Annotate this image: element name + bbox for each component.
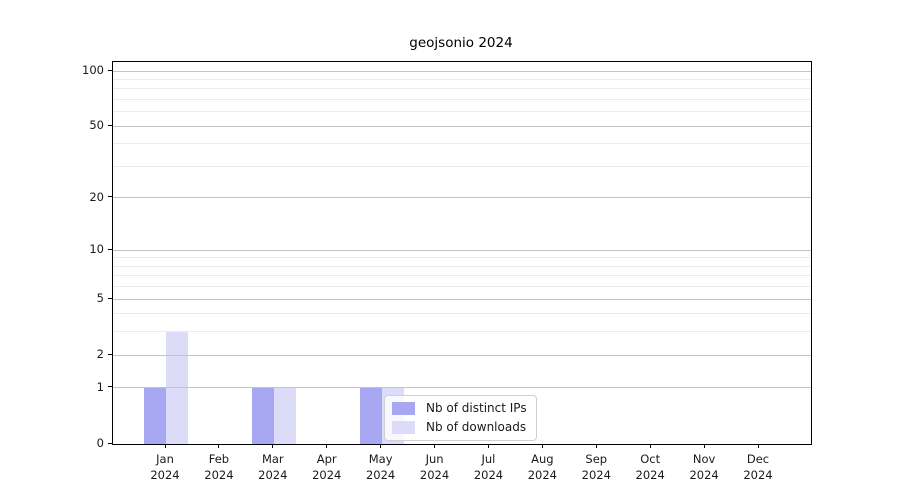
y-tick-label: 50 bbox=[89, 118, 104, 133]
gridline-major bbox=[113, 197, 811, 199]
y-tick-label: 5 bbox=[96, 291, 104, 306]
y-axis-tick bbox=[108, 353, 112, 355]
gridline-minor bbox=[113, 166, 811, 167]
chart-title: geojsonio 2024 bbox=[409, 35, 513, 51]
x-tick-label: May 2024 bbox=[365, 452, 396, 482]
y-axis-tick bbox=[108, 297, 112, 299]
x-tick-label: Nov 2024 bbox=[689, 452, 719, 482]
gridline-minor bbox=[113, 331, 811, 333]
gridline-minor bbox=[113, 275, 811, 277]
legend-item: Nb of distinct IPs bbox=[392, 401, 527, 416]
x-tick-label: Jan 2024 bbox=[150, 452, 180, 482]
bar-distinct-ips bbox=[144, 387, 166, 444]
x-axis-tick bbox=[164, 444, 166, 448]
x-axis-tick bbox=[218, 444, 220, 448]
x-axis-tick bbox=[703, 444, 705, 448]
y-axis-tick bbox=[108, 124, 112, 126]
y-tick-label: 10 bbox=[89, 242, 104, 257]
x-tick-label: Sep 2024 bbox=[581, 452, 611, 482]
x-axis-tick bbox=[272, 444, 274, 448]
y-axis-tick bbox=[108, 69, 112, 71]
gridline-minor bbox=[113, 88, 811, 90]
y-tick-label: 0 bbox=[96, 436, 104, 450]
x-tick-label: Jun 2024 bbox=[419, 452, 450, 482]
legend: Nb of distinct IPs Nb of downloads bbox=[384, 395, 537, 441]
x-axis-tick bbox=[380, 444, 382, 448]
x-axis-tick bbox=[487, 444, 489, 448]
y-axis-tick bbox=[108, 386, 112, 388]
gridline-minor bbox=[113, 265, 811, 267]
legend-label-downloads: Nb of downloads bbox=[426, 420, 527, 434]
legend-swatch-downloads bbox=[392, 421, 415, 434]
gridline-major bbox=[113, 298, 811, 300]
x-tick-label: Apr 2024 bbox=[312, 452, 342, 482]
y-tick-label: 2 bbox=[96, 347, 104, 362]
bar-distinct-ips bbox=[251, 387, 274, 444]
x-tick-label: Dec 2024 bbox=[743, 452, 773, 482]
y-axis-tick bbox=[108, 248, 112, 250]
y-tick-label: 100 bbox=[82, 63, 104, 78]
x-axis-tick bbox=[595, 444, 597, 448]
gridline-minor bbox=[113, 313, 811, 315]
legend-item: Nb of downloads bbox=[392, 420, 527, 435]
x-axis-tick bbox=[757, 444, 759, 448]
x-axis-tick bbox=[649, 444, 651, 448]
y-axis-tick bbox=[108, 196, 112, 198]
gridline-major bbox=[113, 387, 811, 389]
x-tick-label: Oct 2024 bbox=[635, 452, 665, 482]
x-axis-tick bbox=[434, 444, 436, 448]
gridline-major bbox=[113, 70, 811, 72]
gridline-minor bbox=[113, 78, 811, 80]
gridline-major bbox=[113, 125, 811, 127]
gridline-minor bbox=[113, 99, 811, 101]
gridline-minor bbox=[113, 257, 811, 259]
gridline-minor bbox=[113, 111, 811, 113]
gridline-major bbox=[113, 249, 811, 251]
bar-downloads bbox=[273, 387, 296, 444]
y-tick-label: 1 bbox=[96, 379, 104, 394]
plot-area: Nb of distinct IPs Nb of downloads bbox=[112, 61, 812, 445]
y-tick-label: 20 bbox=[89, 189, 104, 204]
x-axis-tick bbox=[326, 444, 328, 448]
x-tick-label: Aug 2024 bbox=[527, 452, 557, 482]
x-tick-label: Jul 2024 bbox=[473, 452, 504, 482]
gridline-minor bbox=[113, 143, 811, 145]
y-axis-tick bbox=[108, 442, 112, 444]
bar-distinct-ips bbox=[359, 387, 382, 444]
gridline-minor bbox=[113, 286, 811, 288]
legend-label-distinct-ips: Nb of distinct IPs bbox=[426, 401, 527, 415]
x-tick-label: Mar 2024 bbox=[258, 452, 288, 482]
x-tick-label: Feb 2024 bbox=[204, 452, 234, 482]
gridline-major bbox=[113, 354, 811, 356]
legend-swatch-distinct-ips bbox=[392, 402, 415, 415]
x-axis-tick bbox=[541, 444, 543, 448]
